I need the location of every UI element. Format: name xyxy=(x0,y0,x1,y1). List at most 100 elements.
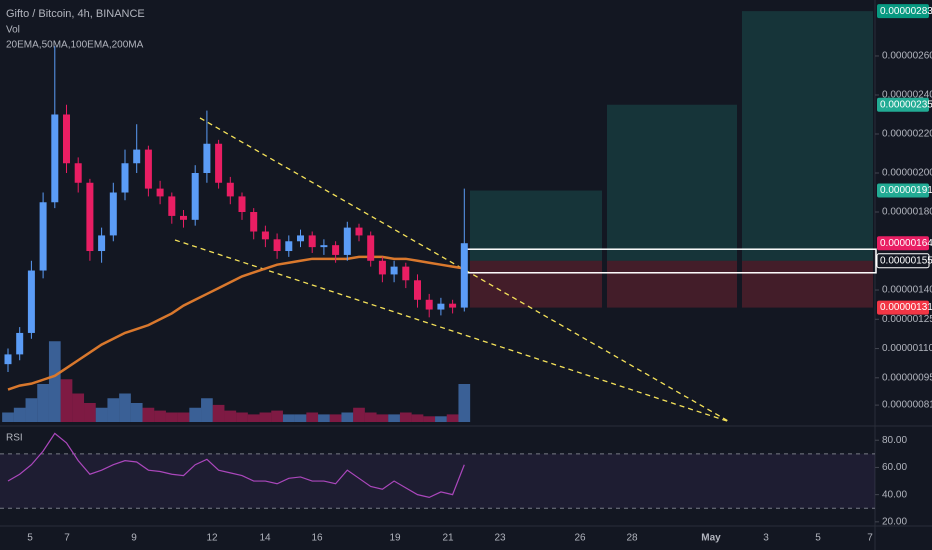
y-tick-label: 0.00000200 xyxy=(882,168,932,179)
candle-body xyxy=(320,245,328,248)
candle-body xyxy=(215,143,223,183)
volume-bar xyxy=(25,398,38,422)
volume-bar xyxy=(306,412,319,422)
rsi-tick-label: 80.00 xyxy=(882,435,907,446)
x-tick-label: 5 xyxy=(815,533,821,544)
candle-body xyxy=(203,143,211,174)
stop-zone xyxy=(607,260,737,308)
candle-body xyxy=(402,266,410,281)
candle-body xyxy=(133,149,141,164)
candle-body xyxy=(16,332,24,355)
x-tick-label: May xyxy=(701,533,721,544)
x-tick-label: 28 xyxy=(626,533,638,544)
candle-body xyxy=(390,266,398,275)
trendline-lower xyxy=(174,239,731,423)
y-tick-label: 0.00000240 xyxy=(882,90,932,101)
rsi-tick-label: 40.00 xyxy=(882,489,907,500)
chart-title: Gifto / Bitcoin, 4h, BINANCE xyxy=(6,8,145,20)
volume-bar xyxy=(154,410,166,422)
volume-bar xyxy=(165,412,178,422)
y-tick-label: 0.00000260 xyxy=(882,51,932,62)
volume-bar xyxy=(119,393,131,422)
rsi-title: RSI xyxy=(6,433,23,444)
volume-bar xyxy=(236,412,248,422)
x-tick-label: 21 xyxy=(442,533,454,544)
candle-body xyxy=(297,235,304,242)
volume-bar xyxy=(329,414,342,422)
y-tick-label: 0.00000110 xyxy=(882,343,932,354)
volume-bar xyxy=(364,412,377,422)
stop-zone xyxy=(742,260,873,308)
candle-body xyxy=(121,163,129,193)
y-tick-label: 0.00000220 xyxy=(882,129,932,140)
price-label-bg xyxy=(877,236,929,251)
x-tick-label: 9 xyxy=(131,533,137,544)
x-tick-label: 19 xyxy=(389,533,401,544)
volume-bar xyxy=(259,412,272,422)
price-label-bg xyxy=(877,300,929,315)
volume-bar xyxy=(399,412,412,422)
indicators-title: 20EMA,50MA,100EMA,200MA xyxy=(6,40,144,51)
volume-bar xyxy=(282,414,295,422)
rsi-band xyxy=(0,453,875,509)
candle-body xyxy=(238,196,246,213)
candle-body xyxy=(191,173,199,220)
candle-body xyxy=(63,114,70,164)
volume-bar xyxy=(388,414,400,422)
price-label: 0.00000131 xyxy=(880,302,932,313)
candle-body xyxy=(273,239,281,252)
candle-body xyxy=(460,243,468,308)
x-tick-label: 16 xyxy=(311,533,323,544)
trendline-upper xyxy=(199,117,731,423)
price-label: 0.00000191 xyxy=(880,185,932,196)
candle-body xyxy=(86,182,94,252)
candle-body xyxy=(156,188,164,197)
volume-bar xyxy=(142,407,155,422)
volume-bar xyxy=(318,414,330,422)
target-zone xyxy=(607,104,737,261)
candle-body xyxy=(168,196,176,216)
volume-bar xyxy=(341,412,354,422)
volume-bar xyxy=(72,393,85,422)
candle-body xyxy=(144,149,152,189)
x-tick-label: 7 xyxy=(64,533,70,544)
volume-bar xyxy=(177,412,190,422)
candle-body xyxy=(180,215,187,220)
x-tick-label: 12 xyxy=(206,533,218,544)
volume-bar xyxy=(271,410,283,422)
candle-body xyxy=(74,163,82,183)
y-tick-label: 0.00000095 xyxy=(882,372,932,383)
candle-body xyxy=(367,235,375,261)
x-tick-label: 26 xyxy=(574,533,586,544)
candle-body xyxy=(437,303,445,310)
candle-body xyxy=(332,245,340,255)
target-zone xyxy=(742,11,873,261)
x-tick-label: 14 xyxy=(259,533,271,544)
volume-bar xyxy=(224,410,237,422)
candle-body xyxy=(308,235,316,248)
volume-title: Vol xyxy=(6,25,20,36)
x-tick-label: 7 xyxy=(867,533,873,544)
candle-body xyxy=(98,235,106,252)
candle-body xyxy=(343,227,351,255)
volume-bar xyxy=(212,404,225,422)
candle-body xyxy=(250,212,258,232)
candle-body xyxy=(261,231,269,240)
price-label: 0.00000283 xyxy=(880,6,932,17)
y-tick-label: 0.00000180 xyxy=(882,207,932,218)
price-label-bg xyxy=(877,97,929,112)
candle-body xyxy=(414,280,421,300)
volume-bar xyxy=(13,407,26,422)
price-label-bg xyxy=(876,253,930,269)
y-tick-label: 0.00000140 xyxy=(882,285,932,296)
y-tick-label: 0.00000081 xyxy=(882,400,932,411)
rsi-line xyxy=(7,432,465,498)
candle-body xyxy=(355,227,363,236)
volume-bar xyxy=(189,407,202,422)
position-tool xyxy=(470,11,873,308)
stop-zone xyxy=(470,260,602,308)
price-label-bg xyxy=(877,183,929,198)
rsi-tick-label: 20.00 xyxy=(882,516,907,527)
price-label-bg xyxy=(877,4,929,19)
volume-bar xyxy=(423,416,436,422)
